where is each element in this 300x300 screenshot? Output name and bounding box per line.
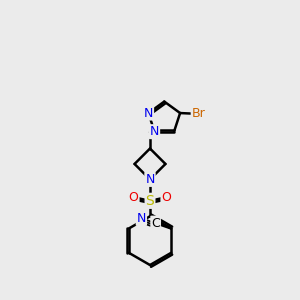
Text: N: N (137, 212, 146, 225)
Text: Br: Br (192, 107, 206, 120)
Text: S: S (146, 194, 154, 208)
Text: O: O (129, 191, 139, 204)
Text: C: C (151, 217, 160, 230)
Text: N: N (150, 125, 159, 138)
Text: O: O (161, 191, 171, 204)
Text: N: N (144, 106, 153, 120)
Text: N: N (145, 173, 155, 186)
